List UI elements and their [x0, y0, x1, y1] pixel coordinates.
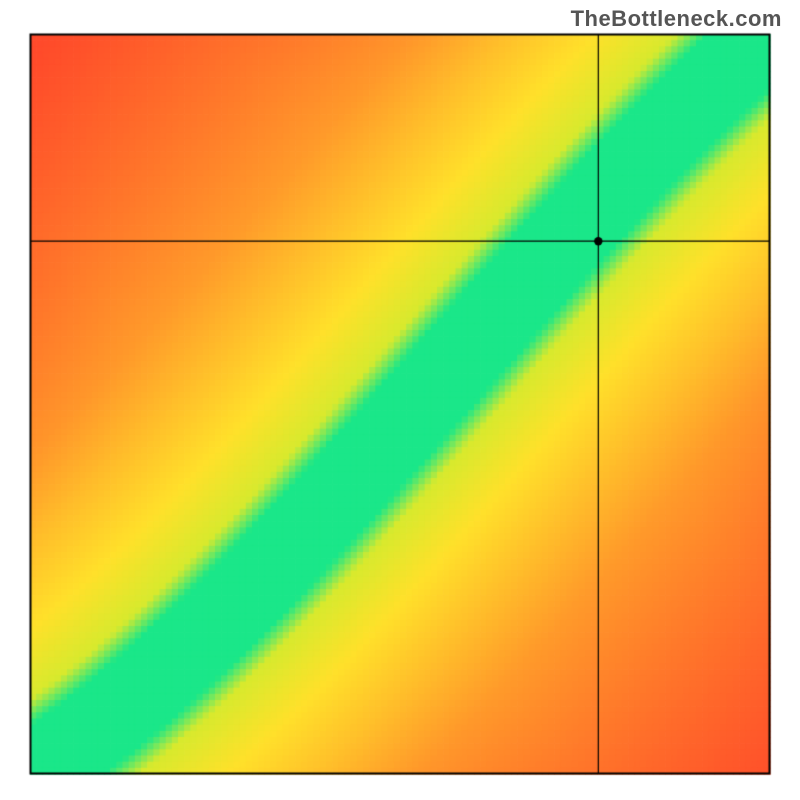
bottleneck-heatmap	[0, 0, 800, 800]
watermark-label: TheBottleneck.com	[571, 6, 782, 32]
